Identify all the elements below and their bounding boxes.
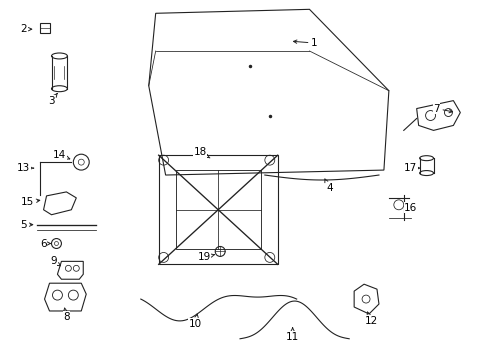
Text: 11: 11 (285, 328, 299, 342)
Bar (175, 170, 260, 249)
Text: 8: 8 (63, 308, 70, 322)
Text: 17: 17 (403, 163, 419, 173)
Text: 5: 5 (20, 220, 33, 230)
Text: 7: 7 (432, 104, 451, 113)
Text: 18: 18 (193, 147, 209, 158)
Text: 12: 12 (364, 312, 377, 326)
Text: 13: 13 (17, 163, 34, 173)
Bar (158, 155, 277, 264)
Text: 9: 9 (50, 256, 61, 266)
Text: 19: 19 (197, 252, 214, 262)
Text: 10: 10 (188, 314, 202, 329)
Text: 14: 14 (53, 150, 70, 160)
Text: 6: 6 (40, 239, 50, 248)
Text: 16: 16 (403, 203, 416, 213)
Text: 15: 15 (21, 197, 40, 207)
Text: 2: 2 (20, 24, 32, 34)
Text: 3: 3 (48, 94, 57, 105)
Text: 1: 1 (293, 38, 317, 48)
Text: 4: 4 (324, 179, 332, 193)
